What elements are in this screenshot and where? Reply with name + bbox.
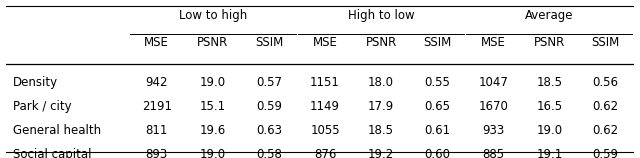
Text: Social capital: Social capital <box>13 148 91 158</box>
Text: 0.63: 0.63 <box>256 124 282 137</box>
Text: Park / city: Park / city <box>13 100 71 113</box>
Text: 19.1: 19.1 <box>536 148 563 158</box>
Text: 0.62: 0.62 <box>593 124 619 137</box>
Text: 1055: 1055 <box>310 124 340 137</box>
Text: MSE: MSE <box>481 36 506 49</box>
Text: 893: 893 <box>146 148 168 158</box>
Text: 1149: 1149 <box>310 100 340 113</box>
Text: 1151: 1151 <box>310 76 340 89</box>
Text: SSIM: SSIM <box>591 36 620 49</box>
Text: 0.57: 0.57 <box>256 76 282 89</box>
Text: 1670: 1670 <box>479 100 508 113</box>
Text: 885: 885 <box>483 148 504 158</box>
Text: SSIM: SSIM <box>255 36 283 49</box>
Text: 19.0: 19.0 <box>536 124 563 137</box>
Text: 19.6: 19.6 <box>200 124 226 137</box>
Text: 942: 942 <box>145 76 168 89</box>
Text: 876: 876 <box>314 148 336 158</box>
Text: 0.59: 0.59 <box>593 148 618 158</box>
Text: 15.1: 15.1 <box>200 100 226 113</box>
Text: 2191: 2191 <box>141 100 172 113</box>
Text: PSNR: PSNR <box>365 36 397 49</box>
Text: 17.9: 17.9 <box>368 100 394 113</box>
Text: High to low: High to low <box>348 9 415 22</box>
Text: 19.0: 19.0 <box>200 76 226 89</box>
Text: 0.60: 0.60 <box>424 148 451 158</box>
Text: 0.65: 0.65 <box>424 100 451 113</box>
Text: PSNR: PSNR <box>197 36 228 49</box>
Text: 811: 811 <box>145 124 168 137</box>
Text: 18.0: 18.0 <box>368 76 394 89</box>
Text: General health: General health <box>13 124 100 137</box>
Text: 0.61: 0.61 <box>424 124 451 137</box>
Text: 19.0: 19.0 <box>200 148 226 158</box>
Text: MSE: MSE <box>144 36 169 49</box>
Text: 0.58: 0.58 <box>256 148 282 158</box>
Text: Low to high: Low to high <box>179 9 247 22</box>
Text: 0.62: 0.62 <box>593 100 619 113</box>
Text: 18.5: 18.5 <box>368 124 394 137</box>
Text: 0.56: 0.56 <box>593 76 618 89</box>
Text: PSNR: PSNR <box>534 36 565 49</box>
Text: 0.55: 0.55 <box>424 76 450 89</box>
Text: 16.5: 16.5 <box>536 100 563 113</box>
Text: 1047: 1047 <box>479 76 508 89</box>
Text: SSIM: SSIM <box>423 36 451 49</box>
Text: 933: 933 <box>482 124 504 137</box>
Text: 18.5: 18.5 <box>536 76 563 89</box>
Text: MSE: MSE <box>312 36 337 49</box>
Text: Average: Average <box>525 9 573 22</box>
Text: 19.2: 19.2 <box>368 148 394 158</box>
Text: 0.59: 0.59 <box>256 100 282 113</box>
Text: Density: Density <box>13 76 58 89</box>
